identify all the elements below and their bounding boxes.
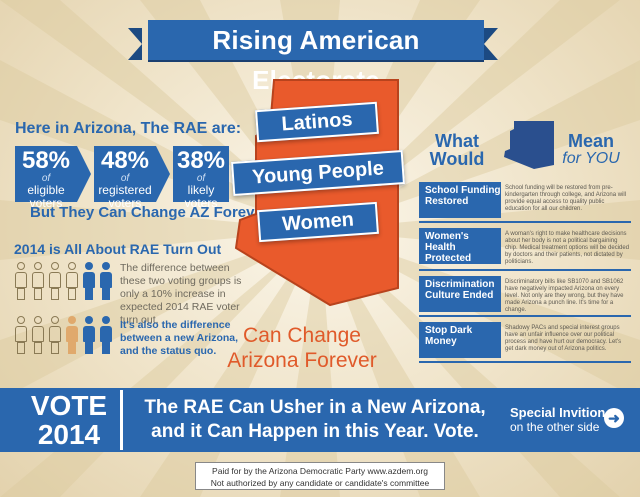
what-would-heading: What Would	[429, 131, 485, 169]
stat-likely: 38% of likely voters	[173, 146, 229, 210]
banner-tail-right	[484, 28, 498, 60]
banner-tail-left	[128, 28, 142, 60]
special-invite-label: Special Invition	[510, 405, 606, 420]
disclaimer-line-1: Paid for by the Arizona Democratic Party…	[212, 466, 428, 476]
stat-pct: 48%	[100, 147, 150, 174]
arizona-outline-icon	[504, 121, 554, 169]
stat-eligible: 58% of eligible voters	[15, 146, 77, 210]
arizona-rae-heading: Here in Arizona, The RAE are:	[15, 120, 242, 137]
vote-year: 2014	[37, 419, 101, 450]
stat-label: likely voters	[184, 183, 218, 210]
stat-pct: 38%	[176, 147, 226, 174]
stat-of: of	[41, 173, 51, 184]
page-title: Rising American Electorate	[148, 20, 484, 95]
disclaimer-line-2: Not authorized by any candidate or candi…	[210, 478, 430, 488]
person-icon	[82, 262, 96, 300]
benefit-text: A woman's right to make healthcare decis…	[505, 231, 630, 265]
person-icon	[65, 262, 79, 300]
divider	[419, 221, 631, 223]
person-icon	[14, 316, 28, 354]
for-you-label: for YOU	[562, 150, 620, 167]
benefit-dark-money: Stop Dark Money Shadowy PACs and special…	[419, 322, 631, 358]
person-icon	[48, 316, 62, 354]
people-icons	[14, 262, 116, 358]
benefit-text: School funding will be restored from pre…	[505, 185, 627, 212]
usher-message: The RAE Can Usher in a New Arizona, and …	[133, 396, 497, 444]
person-icon	[14, 262, 28, 300]
person-icon	[99, 316, 113, 354]
benefit-tab: Stop Dark Money	[419, 322, 501, 358]
benefit-tab: Discrimination Culture Ended	[419, 276, 501, 312]
turnout-heading: 2014 is All About RAE Turn Out	[14, 241, 222, 257]
stat-pct: 58%	[21, 147, 71, 174]
benefit-tab: Women's Health Protected	[419, 228, 501, 264]
benefit-womens-health: Women's Health Protected A woman's right…	[419, 228, 631, 265]
stat-of: of	[196, 173, 206, 184]
person-icon	[65, 316, 79, 354]
person-icon	[31, 316, 45, 354]
other-side-label: on the other side	[510, 420, 600, 434]
stat-label: registered voters	[98, 183, 152, 210]
change-az-heading: But They Can Change AZ Forever	[30, 204, 269, 221]
person-icon	[82, 316, 96, 354]
stat-of: of	[120, 173, 130, 184]
benefit-text: Shadowy PACs and special interest groups…	[505, 325, 622, 352]
divider	[419, 361, 631, 363]
mean-for-you-heading: Mean for YOU	[560, 132, 622, 168]
vote-label: VOTE	[30, 390, 108, 421]
stat-label: eligible voters	[27, 183, 65, 210]
divider	[419, 315, 631, 317]
person-icon	[48, 262, 62, 300]
benefit-tab: School Funding Restored	[419, 182, 501, 218]
stat-arrow	[77, 146, 91, 202]
usher-line-1: The RAE Can Usher in a New Arizona,	[144, 397, 486, 418]
person-icon	[99, 262, 113, 300]
stat-registered: 48% of registered voters	[94, 146, 156, 210]
benefit-discrimination: Discrimination Culture Ended Discriminat…	[419, 276, 631, 313]
disclaimer: Paid for by the Arizona Democratic Party…	[195, 462, 445, 490]
turnout-text-2: It's also the difference between a new A…	[120, 319, 239, 357]
stat-arrow	[156, 146, 170, 202]
change-arizona-tagline: Can Change Arizona Forever	[222, 323, 382, 373]
divider	[419, 269, 631, 271]
turnout-text: The difference between these two voting …	[120, 262, 242, 326]
mean-label: Mean	[567, 131, 614, 151]
benefit-text: Discriminatory bills like SB1070 and SB1…	[505, 279, 624, 313]
arrow-right-circle-icon: ➜	[604, 408, 624, 428]
usher-line-2: and it Can Happen in this Year. Vote.	[151, 421, 479, 442]
tagline-line-1: Can Change	[243, 324, 361, 347]
vote-box	[18, 390, 123, 450]
person-icon	[31, 262, 45, 300]
tagline-line-2: Arizona Forever	[227, 349, 377, 372]
benefit-school-funding: School Funding Restored School funding w…	[419, 182, 631, 218]
